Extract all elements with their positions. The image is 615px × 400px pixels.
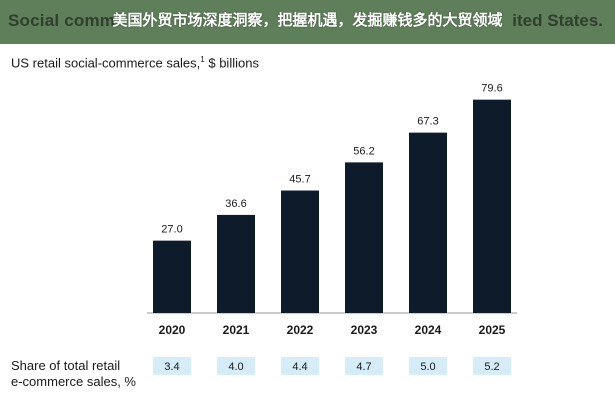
bar-value-label-2024: 67.3 [417, 116, 438, 128]
x-tick-label-2025: 2025 [479, 323, 506, 337]
share-value-2022: 4.4 [292, 361, 307, 373]
share-value-2025: 5.2 [484, 361, 499, 373]
x-tick-label-2023: 2023 [351, 323, 378, 337]
bar-2024 [409, 132, 447, 313]
bar-value-label-2021: 36.6 [225, 198, 246, 210]
share-box-2021 [217, 357, 255, 375]
share-box-2023 [345, 357, 383, 375]
x-tick-label-2024: 2024 [415, 323, 442, 337]
share-value-2023: 4.7 [356, 361, 371, 373]
share-box-2025 [473, 357, 511, 375]
banner-background-text-right: ited States. [512, 11, 603, 30]
top-banner: Social comm ited States. 美国外贸市场深度洞察，把握机遇… [0, 0, 615, 44]
bar-value-label-2020: 27.0 [161, 224, 182, 236]
share-label-line1: Share of total retail [11, 358, 121, 373]
share-box-2020 [153, 357, 191, 375]
bar-value-label-2025: 79.6 [481, 83, 502, 95]
chart-title-text: US retail social-commerce sales, [11, 55, 201, 71]
bar-value-label-2023: 56.2 [353, 145, 374, 157]
share-value-2020: 3.4 [164, 361, 179, 373]
chart-title-unit: $ billions [208, 55, 259, 71]
share-value-2021: 4.0 [228, 361, 243, 373]
x-tick-label-2022: 2022 [287, 323, 314, 337]
chart-title-footnote: 1 [200, 55, 205, 64]
chart-title: US retail social-commerce sales,1 $ bill… [11, 55, 259, 70]
bar-2025 [473, 99, 511, 313]
share-label-line2: e-commerce sales, % [11, 374, 136, 389]
share-label: Share of total retail e-commerce sales, … [11, 358, 136, 390]
share-value-2024: 5.0 [420, 361, 435, 373]
banner-background-text-left: Social comm [8, 11, 116, 30]
bar-2022 [281, 190, 319, 313]
share-box-2022 [281, 357, 319, 375]
bar-2023 [345, 162, 383, 313]
share-box-2024 [409, 357, 447, 375]
bar-value-label-2022: 45.7 [289, 174, 310, 186]
x-tick-label-2020: 2020 [159, 323, 186, 337]
bar-2020 [153, 240, 191, 313]
banner-overlay-text: 美国外贸市场深度洞察，把握机遇，发掘赚钱多的大贸领域 [112, 11, 503, 29]
bar-2021 [217, 214, 255, 313]
x-tick-label-2021: 2021 [223, 323, 250, 337]
